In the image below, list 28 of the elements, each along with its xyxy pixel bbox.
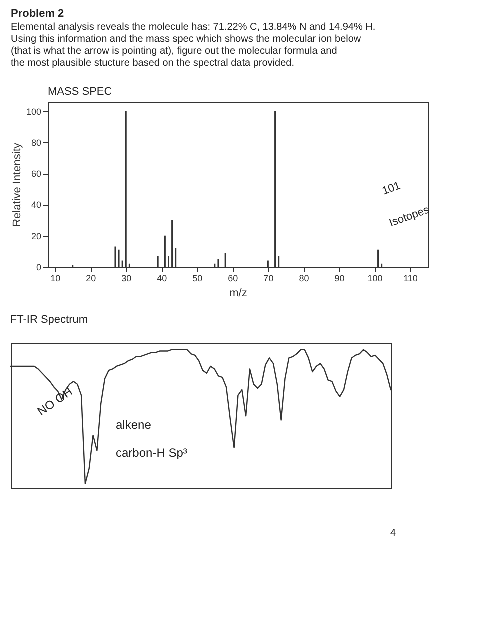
annotation: 101 xyxy=(380,180,402,198)
x-tick-label: 40 xyxy=(157,274,168,284)
text: MASS SPEC xyxy=(48,86,112,98)
y-tick-label: 60 xyxy=(31,169,42,180)
y-axis-title: Relative Intensity xyxy=(11,142,24,227)
chart-subtitle: Elemental analysis reveals the molecule has: 71.22% C, 13.84% N and 14.94% H. Using this information and the mass spec which shows the molecular ion below (that is what the arrow is pointing at), figure out the molecular formula and the most plausible stucture based on the spectral data provided. xyxy=(10,22,376,69)
x-tick-label: 10 xyxy=(50,274,61,284)
chart-title: Problem 2 xyxy=(10,8,64,20)
annotation: carbon-H Sp³ xyxy=(116,446,188,460)
annotation: alkene xyxy=(116,418,152,432)
y-tick-label: 20 xyxy=(31,231,42,242)
chart-title: FT-IR Spectrum xyxy=(10,314,88,326)
x-tick-label: 90 xyxy=(334,274,345,284)
x-tick-label: 20 xyxy=(86,274,96,284)
x-tick-label: 110 xyxy=(404,274,418,284)
x-axis-title: m/z xyxy=(230,288,248,300)
x-tick-label: 80 xyxy=(299,274,310,284)
y-tick-label: 40 xyxy=(31,200,42,210)
x-tick-label: 30 xyxy=(122,274,132,284)
annotation: NO OH xyxy=(34,384,76,419)
text: 4 xyxy=(390,528,396,539)
y-tick-label: 80 xyxy=(31,138,42,148)
x-tick-label: 100 xyxy=(368,274,383,284)
x-tick-label: 70 xyxy=(264,274,274,284)
y-tick-label: 100 xyxy=(26,106,42,117)
x-tick-label: 50 xyxy=(192,274,203,284)
x-tick-label: 60 xyxy=(228,274,238,284)
y-tick-label: 0 xyxy=(36,262,42,272)
